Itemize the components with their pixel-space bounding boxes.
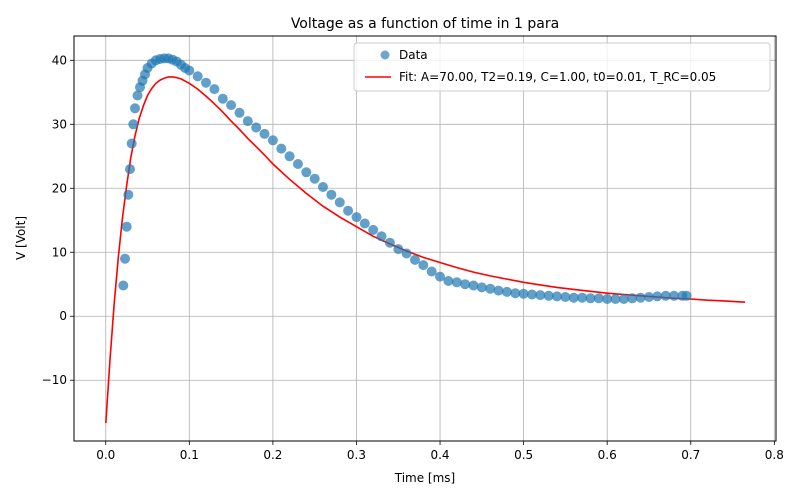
- x-tick-label: 0.4: [430, 448, 449, 462]
- data-point: [201, 77, 211, 88]
- y-tick-label: 20: [52, 181, 67, 195]
- data-point: [669, 290, 679, 301]
- legend-data-label: Data: [399, 48, 428, 62]
- data-point: [485, 283, 496, 294]
- data-point: [318, 182, 328, 192]
- data-point: [284, 151, 295, 162]
- data-point: [468, 280, 479, 291]
- x-tick-label: 0.6: [598, 448, 617, 462]
- data-point: [118, 280, 129, 291]
- data-point: [121, 221, 132, 232]
- data-point: [585, 293, 596, 304]
- x-tick-label: 0.0: [96, 448, 115, 462]
- data-point: [418, 260, 429, 271]
- data-point: [435, 271, 445, 282]
- data-point: [259, 128, 270, 139]
- data-point: [234, 107, 245, 118]
- data-point: [652, 291, 663, 302]
- data-point: [368, 224, 379, 235]
- data-point: [130, 103, 140, 114]
- plot-frame: [73, 35, 777, 442]
- data-point: [217, 93, 228, 104]
- data-point: [376, 231, 387, 242]
- data-point: [552, 291, 562, 302]
- data-point: [543, 290, 554, 301]
- fit-line: [105, 76, 746, 424]
- data-point: [460, 279, 471, 290]
- data-point: [518, 288, 529, 299]
- x-tick-label: 0.5: [514, 448, 533, 462]
- data-point: [635, 292, 646, 303]
- data-point: [309, 173, 320, 184]
- data-point: [192, 71, 203, 82]
- data-series: [118, 53, 692, 304]
- data-point: [226, 100, 237, 111]
- data-point: [326, 189, 337, 200]
- data-point: [126, 138, 137, 149]
- data-point: [242, 116, 253, 127]
- data-point: [359, 218, 370, 229]
- data-point: [334, 197, 345, 208]
- legend-fit-label: Fit: A=70.00, T2=0.19, C=1.00, t0=0.01, …: [399, 70, 716, 84]
- data-point: [610, 294, 621, 304]
- data-point: [128, 119, 139, 130]
- data-point: [501, 286, 512, 297]
- data-point: [535, 290, 546, 301]
- legend: Data Fit: A=70.00, T2=0.19, C=1.00, t0=0…: [353, 42, 771, 92]
- data-point: [132, 90, 143, 101]
- data-point: [426, 266, 437, 277]
- y-tick-label: 10: [52, 245, 67, 259]
- legend-data-marker: [380, 50, 390, 60]
- legend-box: [353, 42, 771, 92]
- data-point: [443, 276, 454, 286]
- data-point: [493, 285, 504, 296]
- fit-series: [105, 76, 746, 424]
- data-point: [123, 189, 134, 200]
- data-point: [527, 289, 537, 300]
- data-point: [577, 292, 588, 303]
- data-point: [251, 122, 262, 133]
- data-point: [410, 254, 420, 265]
- data-point: [384, 237, 395, 248]
- data-point: [184, 65, 195, 76]
- data-point: [351, 212, 362, 223]
- x-axis: 0.0 0.1 0.2 0.3 0.4 0.5 0.6 0.7 0.8: [96, 441, 784, 462]
- data-point: [560, 292, 571, 302]
- y-tick-label: 40: [52, 53, 67, 67]
- chart-title: Voltage as a function of time in 1 para: [291, 16, 559, 32]
- data-point: [510, 288, 521, 299]
- x-tick-label: 0.8: [765, 448, 784, 462]
- data-point: [293, 159, 303, 169]
- y-axis: −10 0 10 20 30 40: [42, 53, 74, 387]
- data-point: [393, 244, 404, 255]
- x-tick-label: 0.7: [681, 448, 700, 462]
- data-point: [681, 290, 692, 301]
- data-point: [267, 135, 278, 146]
- data-point: [343, 205, 354, 216]
- data-point: [644, 292, 654, 302]
- data-point: [125, 164, 135, 175]
- data-point: [618, 294, 629, 304]
- data-point: [120, 253, 130, 264]
- data-point: [276, 143, 287, 154]
- data-point: [209, 84, 220, 95]
- y-tick-label: 0: [59, 309, 67, 323]
- data-point: [451, 277, 462, 288]
- x-tick-label: 0.2: [263, 448, 282, 462]
- x-tick-label: 0.3: [347, 448, 366, 462]
- data-point: [627, 293, 638, 304]
- x-axis-title: Time [ms]: [394, 471, 456, 485]
- y-tick-label: −10: [42, 373, 67, 387]
- y-axis-title: V [Volt]: [14, 216, 28, 260]
- data-point: [602, 294, 613, 304]
- y-tick-label: 30: [52, 117, 67, 131]
- data-point: [401, 248, 412, 259]
- x-tick-label: 0.1: [180, 448, 199, 462]
- data-point: [593, 293, 604, 304]
- data-point: [476, 282, 487, 293]
- data-point: [301, 167, 312, 178]
- data-point: [568, 292, 579, 303]
- data-point: [660, 290, 671, 301]
